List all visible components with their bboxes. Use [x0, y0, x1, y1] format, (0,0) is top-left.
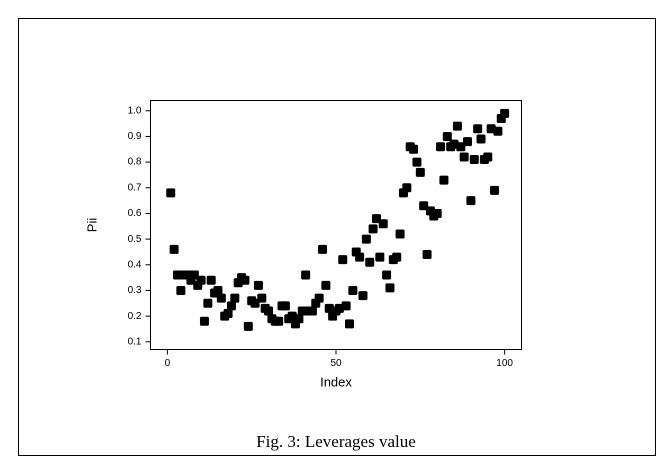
point — [493, 126, 503, 136]
point — [442, 131, 452, 141]
point — [422, 250, 432, 260]
point — [473, 124, 483, 134]
point — [365, 257, 375, 267]
point — [368, 224, 378, 234]
point — [230, 293, 240, 303]
point — [415, 167, 425, 177]
y-tick-label: 0.1 — [128, 336, 142, 347]
point — [213, 285, 223, 295]
point — [402, 183, 412, 193]
point — [469, 155, 479, 165]
point — [321, 280, 331, 290]
y-tick-label: 0.6 — [128, 208, 142, 219]
point — [459, 152, 469, 162]
x-tick-label: 0 — [165, 358, 171, 369]
point — [344, 319, 354, 329]
point — [476, 134, 486, 144]
point — [490, 185, 500, 195]
point — [318, 244, 328, 254]
x-tick-label: 100 — [496, 358, 513, 369]
point — [452, 121, 462, 131]
point — [203, 298, 213, 308]
point — [294, 314, 304, 324]
point — [439, 175, 449, 185]
point — [216, 293, 226, 303]
figure-border — [18, 18, 656, 456]
y-tick-label: 0.4 — [128, 259, 142, 270]
point — [176, 285, 186, 295]
point — [166, 188, 176, 198]
point — [243, 321, 253, 331]
point — [385, 283, 395, 293]
point — [274, 316, 284, 326]
point — [466, 196, 476, 206]
point — [199, 316, 209, 326]
point — [361, 234, 371, 244]
y-tick-label: 0.2 — [128, 311, 142, 322]
point — [382, 270, 392, 280]
point — [314, 293, 324, 303]
point — [223, 309, 233, 319]
point — [196, 275, 206, 285]
point — [169, 244, 179, 254]
point — [301, 270, 311, 280]
point — [378, 219, 388, 229]
y-tick-label: 0.9 — [128, 131, 142, 142]
point — [436, 142, 446, 152]
point — [341, 301, 351, 311]
point — [307, 306, 317, 316]
caption: Fig. 3: Leverages value — [256, 432, 416, 451]
x-tick-label: 50 — [330, 358, 342, 369]
point — [355, 252, 365, 262]
point — [206, 275, 216, 285]
point — [409, 144, 419, 154]
point — [432, 208, 442, 218]
y-tick-label: 0.3 — [128, 285, 142, 296]
point — [412, 157, 422, 167]
y-tick-label: 0.5 — [128, 234, 142, 245]
y-axis-label: Pii — [84, 218, 99, 233]
point — [375, 252, 385, 262]
x-axis-label: Index — [320, 374, 352, 389]
point — [253, 280, 263, 290]
point — [463, 137, 473, 147]
point — [395, 229, 405, 239]
point — [338, 255, 348, 265]
point — [392, 252, 402, 262]
point — [483, 152, 493, 162]
point — [280, 301, 290, 311]
point — [226, 301, 236, 311]
y-tick-label: 0.8 — [128, 157, 142, 168]
y-tick-label: 1.0 — [128, 105, 142, 116]
point — [264, 306, 274, 316]
point — [257, 293, 267, 303]
y-tick-label: 0.7 — [128, 182, 142, 193]
point — [240, 275, 250, 285]
point — [348, 285, 358, 295]
point — [358, 291, 368, 301]
point — [500, 108, 510, 118]
